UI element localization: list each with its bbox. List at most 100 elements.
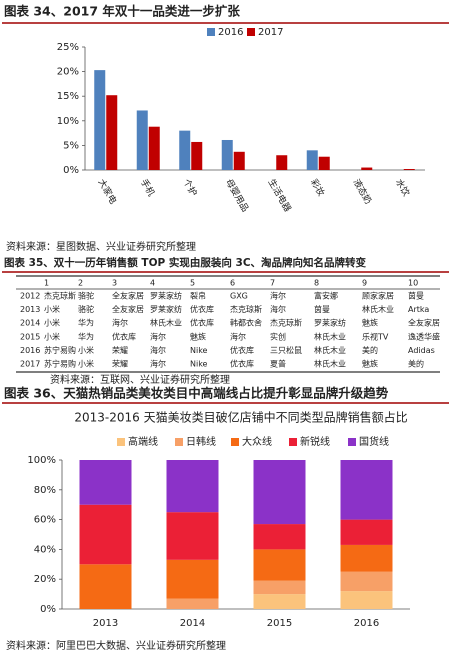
bar-segment [253, 524, 306, 550]
table-header: 8 [314, 279, 319, 288]
legend-swatch [207, 28, 215, 36]
y-tick-label: 80% [34, 485, 56, 496]
table-cell: 杰克琼斯 [44, 291, 76, 301]
table-cell: 海尔 [112, 318, 128, 328]
table-cell: 骆驼 [78, 304, 94, 314]
table-header: 3 [112, 279, 117, 288]
y-tick-label: 60% [34, 515, 56, 526]
table-header: 4 [150, 279, 155, 288]
bar-segment [340, 460, 393, 520]
table-cell: 小米 [44, 304, 60, 314]
table-cell: 林氏木业 [362, 304, 394, 314]
table-cell: 2014 [20, 319, 40, 328]
y-tick-label: 40% [34, 544, 56, 555]
bar-segment [253, 580, 306, 595]
y-tick-label: 100% [27, 455, 56, 466]
table-cell: 优衣库 [112, 331, 136, 341]
table-cell: 海尔 [150, 345, 166, 355]
bar [403, 169, 415, 170]
table-cell: 罗莱家纺 [150, 304, 182, 314]
table-cell: 实创 [270, 331, 286, 341]
table-cell: 茵曼 [408, 291, 424, 301]
table-cell: 林氏木业 [314, 345, 346, 355]
table-cell: 富安娜 [314, 291, 338, 301]
y-tick-label: 0% [40, 604, 56, 615]
table-cell: 华为 [78, 318, 94, 328]
table-cell: 三只松鼠 [270, 345, 302, 355]
legend-label: 日韩线 [186, 435, 216, 448]
table-cell: 小米 [78, 345, 94, 355]
x-tick-label: 2014 [180, 618, 205, 629]
legend-label: 2017 [258, 27, 283, 38]
x-tick-label: 2016 [354, 618, 379, 629]
legend-swatch [175, 438, 183, 446]
legend-swatch [348, 438, 356, 446]
bar [191, 141, 203, 170]
bar [94, 70, 106, 170]
table-cell: 海尔 [150, 331, 166, 341]
legend-swatch [247, 28, 255, 36]
table-cell: 荣耀 [112, 359, 128, 369]
legend-label: 2016 [218, 27, 243, 38]
bar-segment [253, 594, 306, 609]
bar-segment [340, 519, 393, 545]
table-header: 6 [230, 279, 235, 288]
heading: 图表 34、2017 年双十一品类进一步扩张 [4, 4, 240, 19]
bar-segment [166, 559, 219, 599]
table-cell: 罗莱家纺 [314, 318, 346, 328]
bar-segment [79, 564, 132, 609]
y-tick-label: 15% [57, 91, 79, 102]
table-cell: Nike [190, 346, 208, 355]
bar [179, 130, 191, 170]
legend-swatch [289, 438, 297, 446]
y-tick-label: 20% [57, 67, 79, 78]
table-cell: 美的 [362, 345, 378, 355]
table-cell: 小米 [78, 359, 94, 369]
table-cell: 全友家居 [112, 304, 144, 314]
table-cell: 海尔 [270, 291, 286, 301]
bar [148, 126, 160, 170]
bar-segment [79, 460, 132, 505]
table-cell: 2016 [20, 346, 40, 355]
table-cell: 林氏木业 [314, 331, 346, 341]
table-cell: 美的 [408, 359, 424, 369]
bar [136, 110, 148, 170]
table-header: 10 [408, 279, 418, 288]
y-tick-label: 0% [63, 165, 79, 176]
bar [221, 139, 233, 170]
table-cell: 优衣库 [190, 304, 214, 314]
table-cell: 2017 [20, 360, 40, 369]
table-cell: 魅族 [362, 359, 378, 369]
table-cell: 杰克琼斯 [270, 318, 302, 328]
table-cell: 苏宁易购 [44, 359, 76, 369]
table-cell: 荣耀 [112, 345, 128, 355]
legend-swatch [231, 438, 239, 446]
y-tick-label: 5% [63, 140, 79, 151]
table-cell: 华为 [78, 331, 94, 341]
bar-segment [253, 460, 306, 525]
table-cell: 全友家居 [112, 291, 144, 301]
y-tick-label: 20% [34, 574, 56, 585]
table-header: 5 [190, 279, 195, 288]
x-tick-label: 2015 [267, 618, 292, 629]
table-cell: Artka [408, 305, 429, 314]
bar-segment [166, 512, 219, 560]
legend-label: 大众线 [242, 435, 272, 448]
table-cell: 海尔 [230, 331, 246, 341]
table-cell: 2013 [20, 305, 40, 314]
table-header: 9 [362, 279, 367, 288]
table-cell: 优衣库 [230, 345, 254, 355]
table-cell: 杰克琼斯 [230, 304, 262, 314]
source-note: 资料来源：星图数据、兴业证券研究所整理 [6, 240, 196, 253]
table-cell: 罗莱家纺 [150, 291, 182, 301]
table-cell: 魅族 [190, 331, 206, 341]
table-cell: 逸透华盛 [408, 331, 440, 341]
legend-label: 新锐线 [300, 435, 330, 448]
table-cell: 魅族 [362, 318, 378, 328]
x-tick-label: 2013 [93, 618, 118, 629]
y-tick-label: 25% [57, 42, 79, 53]
table-cell: GXG [230, 292, 248, 301]
bar [233, 151, 245, 170]
table-cell: 乐视TV [362, 331, 389, 341]
table-cell: 茵曼 [314, 304, 330, 314]
